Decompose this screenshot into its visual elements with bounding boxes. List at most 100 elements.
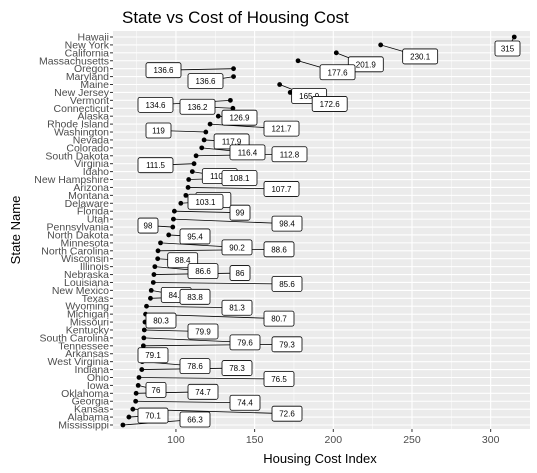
label-leader-line: [138, 377, 280, 380]
y-tick-label: Arkansas: [65, 348, 109, 360]
y-tick-label: Wyoming: [65, 301, 109, 313]
y-tick-label: Washington: [54, 127, 109, 139]
y-tick-label: New Hampshire: [34, 174, 109, 186]
data-label: 86.6: [195, 267, 211, 276]
data-point: [158, 240, 163, 246]
y-tick-label: Florida: [77, 206, 109, 218]
x-axis-title: Housing Cost Index: [263, 451, 377, 466]
data-point: [201, 137, 207, 143]
data-label: 79.6: [237, 338, 253, 347]
data-point: [191, 161, 197, 167]
data-label: 88.4: [175, 256, 191, 265]
data-point: [199, 145, 205, 151]
data-label: 99: [236, 209, 245, 218]
y-tick-label: Missouri: [70, 317, 109, 329]
y-tick-label: Illinois: [80, 261, 109, 273]
y-tick-label: North Dakota: [47, 229, 109, 241]
y-tick-label: Virginia: [74, 158, 109, 170]
data-point: [231, 74, 236, 79]
data-label: 98.4: [279, 220, 295, 229]
data-label-box: [179, 228, 211, 245]
y-tick-label: South Carolina: [40, 332, 110, 344]
y-tick-label: New Jersey: [54, 87, 110, 99]
y-tick-label: Texas: [82, 293, 109, 305]
y-tick-label: Utah: [87, 214, 109, 226]
data-label-box: [187, 193, 224, 210]
data-point: [139, 367, 145, 372]
data-point: [295, 58, 301, 64]
y-tick-label: New York: [65, 39, 110, 51]
y-tick-label: Hawaii: [77, 32, 109, 44]
data-label-box: [271, 405, 303, 422]
data-label: 165.9: [299, 92, 320, 101]
data-point: [148, 295, 153, 301]
data-point: [170, 224, 176, 230]
y-tick-label: Oregon: [74, 63, 109, 75]
data-label: 70.1: [145, 412, 161, 421]
data-label-box: [187, 323, 219, 340]
data-label: 78.6: [187, 362, 203, 371]
data-label-box: [187, 383, 219, 400]
data-label-box: [311, 96, 348, 112]
data-point: [133, 390, 139, 396]
y-tick-label: New Mexico: [52, 285, 109, 297]
data-label-box: [263, 241, 295, 258]
data-label-box: [137, 217, 159, 234]
data-point: [141, 335, 147, 341]
label-leader-line: [135, 400, 246, 404]
data-label: 83.8: [187, 293, 203, 302]
data-label-box: [271, 276, 303, 292]
y-tick-label: Maine: [80, 79, 109, 91]
label-leader-line: [157, 248, 280, 252]
data-label: 177.6: [328, 68, 349, 77]
data-label: 76: [152, 386, 161, 395]
y-tick-label: South Dakota: [45, 150, 109, 162]
data-point: [183, 192, 189, 198]
data-label: 111.5: [146, 161, 165, 170]
data-label: 74.4: [237, 399, 253, 408]
y-tick-label: Kentucky: [66, 324, 110, 336]
data-label: 107.7: [271, 185, 292, 194]
data-label-box: [221, 239, 253, 256]
data-label: 88.6: [271, 245, 287, 254]
label-leader-line: [174, 210, 241, 214]
data-point: [140, 343, 146, 349]
data-label: 78.3: [229, 364, 245, 373]
data-label: 230.1: [410, 52, 431, 61]
y-tick-label: Pennsylvania: [47, 222, 110, 234]
y-tick-label: Wisconsin: [61, 253, 109, 265]
data-label: 108.1: [229, 174, 250, 183]
data-label-box: [229, 204, 251, 221]
data-point: [151, 272, 157, 277]
data-label-box: [187, 263, 219, 280]
x-tick-label: 200: [325, 434, 343, 446]
y-tick-label: Arizona: [73, 182, 109, 194]
data-point: [189, 169, 195, 175]
y-tick-label: Ohio: [87, 372, 109, 384]
y-tick-label: Delaware: [65, 198, 110, 210]
data-label-box: [179, 358, 211, 375]
data-point: [133, 398, 139, 404]
data-label: 81.3: [229, 304, 245, 313]
data-label: 72.6: [279, 410, 295, 419]
label-leader-line: [143, 337, 246, 343]
y-tick-label: Connecticut: [54, 103, 110, 115]
x-tick-label: 300: [482, 434, 500, 446]
y-tick-label: Montana: [68, 190, 109, 202]
y-tick-label: Indiana: [75, 364, 110, 376]
data-label: 103.1: [195, 198, 216, 207]
grid-lines: [113, 31, 530, 429]
data-point: [136, 375, 142, 380]
y-tick-label: Massachusetts: [39, 55, 109, 67]
data-label-box: [179, 411, 211, 428]
y-tick-label: Maryland: [66, 71, 109, 83]
data-label-box: [145, 312, 177, 329]
data-label-box: [263, 120, 300, 137]
data-label: 79.9: [195, 327, 211, 336]
data-label: 201.9: [356, 60, 377, 69]
data-point: [227, 97, 233, 103]
data-label-box: [263, 181, 300, 197]
label-leader-line: [173, 218, 288, 225]
data-label: 172.6: [320, 100, 341, 109]
